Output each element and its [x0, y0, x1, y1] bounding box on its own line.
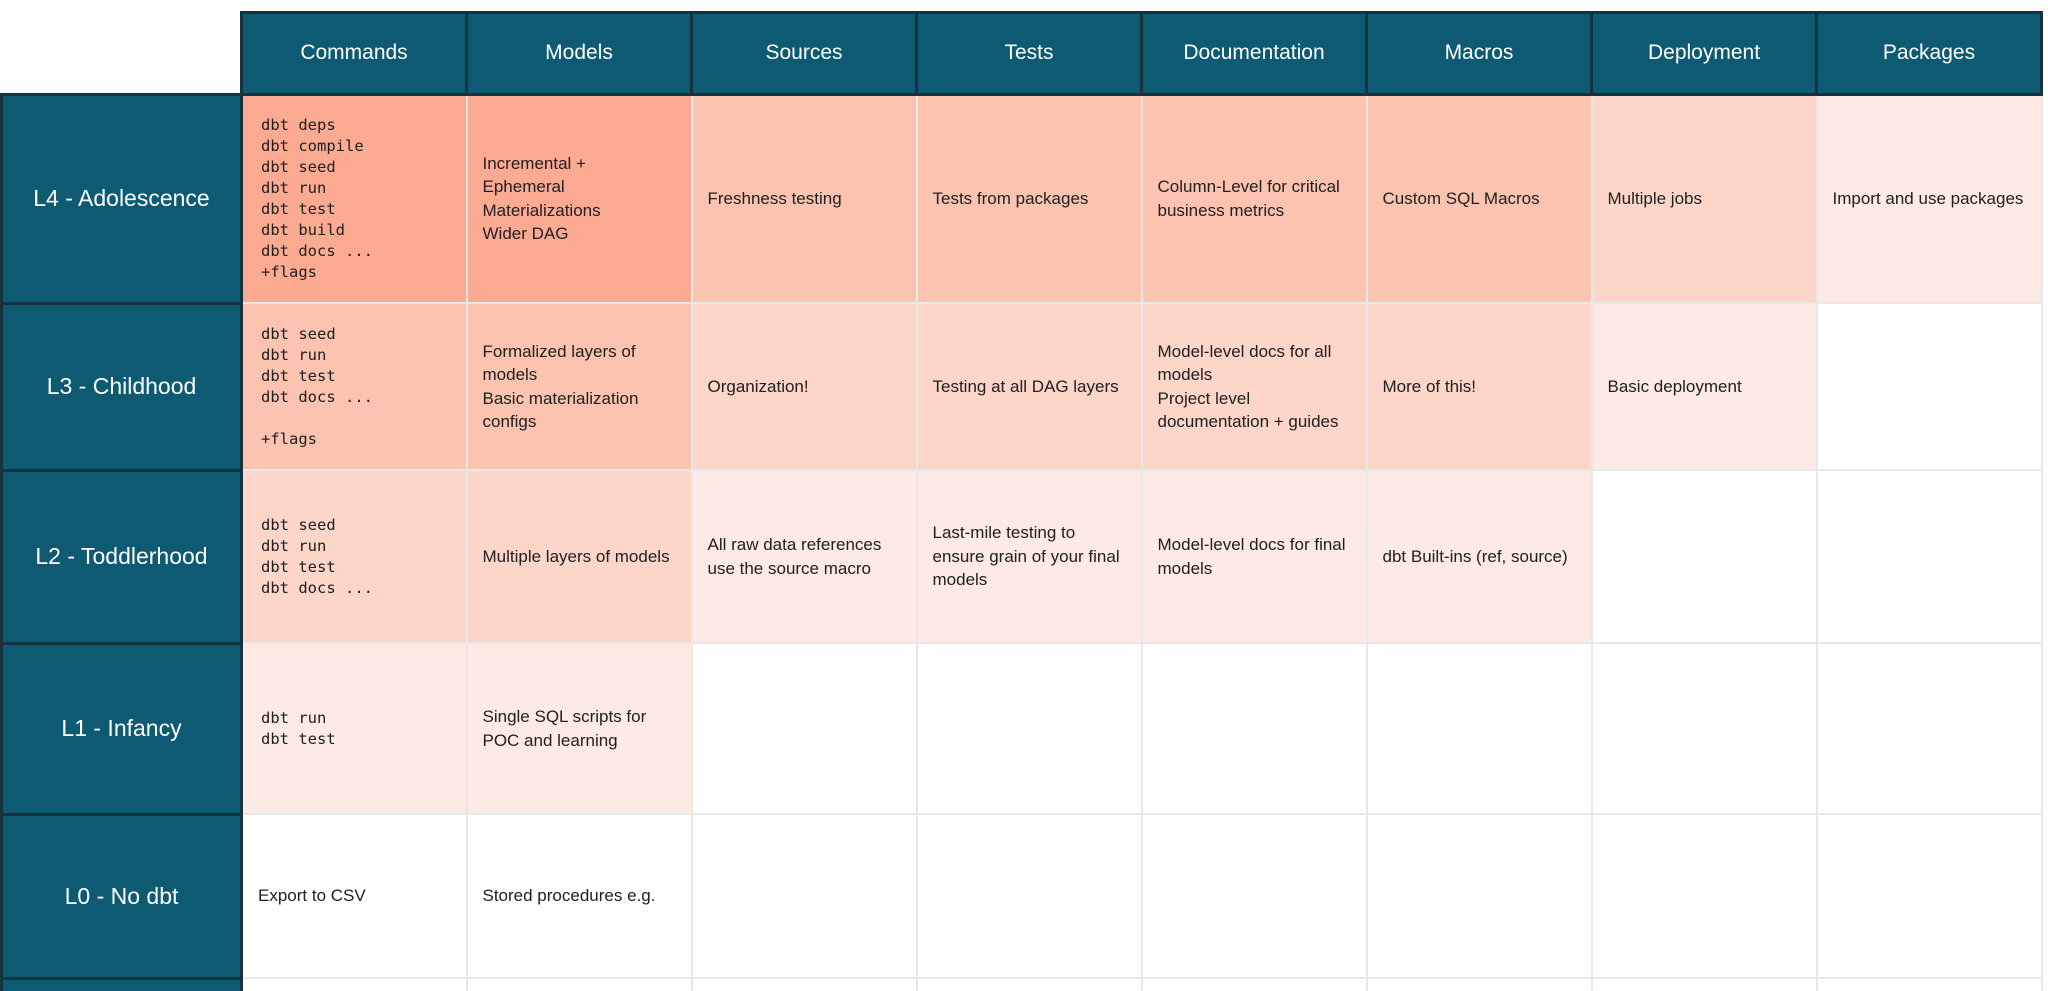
row-l4: L4 - Adolescence dbt deps dbt compile db… — [0, 92, 2043, 305]
cell-l3-models: Formalized layers of models Basic materi… — [465, 302, 693, 471]
cell-l3-commands: dbt seed dbt run dbt test dbt docs ... +… — [240, 302, 468, 471]
row-l2: L2 - Toddlerhood dbt seed dbt run dbt te… — [0, 468, 2043, 645]
cell-l4-packages: Import and use packages — [1815, 93, 2043, 304]
column-header-macros: Macros — [1365, 10, 1593, 96]
header-row: Commands Models Sources Tests Documentat… — [1, 10, 2043, 96]
cell-l0-tests — [915, 813, 1143, 979]
cutoff-row — [0, 976, 2043, 991]
row-l1: L1 - Infancy dbt run dbt test Single SQL… — [0, 641, 2043, 816]
cell-l0-deployment — [1590, 813, 1818, 979]
cell-l1-models: Single SQL scripts for POC and learning — [465, 642, 693, 815]
row-label-l3: L3 - Childhood — [0, 301, 243, 472]
row-label-l1: L1 - Infancy — [0, 641, 243, 816]
cell-l3-macros: More of this! — [1365, 302, 1593, 471]
column-header-deployment: Deployment — [1590, 10, 1818, 96]
cell-l2-deployment — [1590, 469, 1818, 644]
cell-l1-tests — [915, 642, 1143, 815]
cell-l1-sources — [690, 642, 918, 815]
top-spacer-row — [1, 0, 2042, 12]
cell-l3-documentation: Model-level docs for all models Project … — [1140, 302, 1368, 471]
cell-l3-packages — [1815, 302, 2043, 471]
cell-l2-documentation: Model-level docs for final models — [1140, 469, 1368, 644]
cell-l1-deployment — [1590, 642, 1818, 815]
column-header-commands: Commands — [240, 10, 468, 96]
cutoff-row-label — [0, 976, 243, 991]
cell-l1-commands: dbt run dbt test — [240, 642, 468, 815]
row-label-l0: L0 - No dbt — [0, 812, 243, 980]
cell-l0-sources — [690, 813, 918, 979]
cell-l4-tests: Tests from packages — [915, 93, 1143, 304]
cell-l4-documentation: Column-Level for critical business metri… — [1140, 93, 1368, 304]
column-header-packages: Packages — [1815, 10, 2043, 96]
cell-l0-packages — [1815, 813, 2043, 979]
cell-l2-packages — [1815, 469, 2043, 644]
cell-l3-deployment: Basic deployment — [1590, 302, 1818, 471]
cell-l3-tests: Testing at all DAG layers — [915, 302, 1143, 471]
cell-l0-models: Stored procedures e.g. — [465, 813, 693, 979]
cell-l2-models: Multiple layers of models — [465, 469, 693, 644]
corner-cell — [1, 12, 242, 94]
row-l0: L0 - No dbt Export to CSV Stored procedu… — [0, 812, 2043, 980]
cell-l4-commands: dbt deps dbt compile dbt seed dbt run db… — [240, 93, 468, 304]
cell-l4-deployment: Multiple jobs — [1590, 93, 1818, 304]
cell-l2-tests: Last-mile testing to ensure grain of you… — [915, 469, 1143, 644]
column-header-sources: Sources — [690, 10, 918, 96]
cell-l1-documentation — [1140, 642, 1368, 815]
cell-l0-commands: Export to CSV — [240, 813, 468, 979]
column-header-tests: Tests — [915, 10, 1143, 96]
row-label-l4: L4 - Adolescence — [0, 92, 243, 305]
row-l3: L3 - Childhood dbt seed dbt run dbt test… — [0, 301, 2043, 472]
cell-l0-macros — [1365, 813, 1593, 979]
cell-l2-commands: dbt seed dbt run dbt test dbt docs ... — [240, 469, 468, 644]
cell-l3-sources: Organization! — [690, 302, 918, 471]
cell-l2-sources: All raw data references use the source m… — [690, 469, 918, 644]
column-header-documentation: Documentation — [1140, 10, 1368, 96]
cell-l0-documentation — [1140, 813, 1368, 979]
cell-l4-sources: Freshness testing — [690, 93, 918, 304]
cell-l1-macros — [1365, 642, 1593, 815]
cell-l1-packages — [1815, 642, 2043, 815]
cell-l4-macros: Custom SQL Macros — [1365, 93, 1593, 304]
row-label-l2: L2 - Toddlerhood — [0, 468, 243, 645]
column-header-models: Models — [465, 10, 693, 96]
cell-l2-macros: dbt Built-ins (ref, source) — [1365, 469, 1593, 644]
cell-l4-models: Incremental + Ephemeral Materializations… — [465, 93, 693, 304]
